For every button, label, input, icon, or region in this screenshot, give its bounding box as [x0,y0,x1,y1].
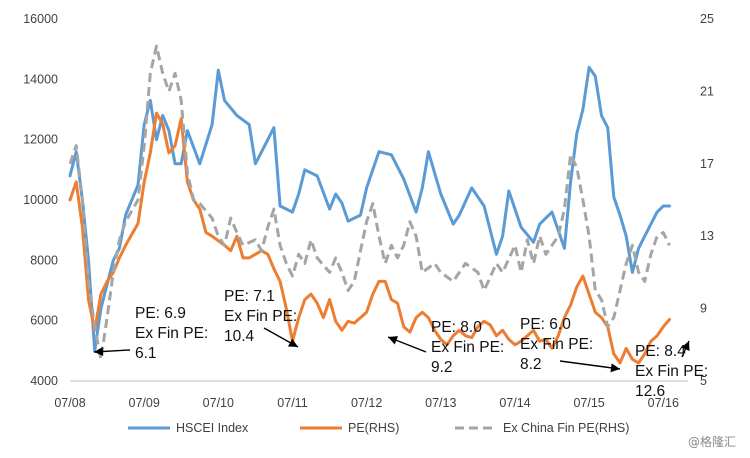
annotation-line: Ex Fin PE: [635,363,708,380]
legend-label: PE(RHS) [348,421,399,435]
annotation-1: PE: 6.9 Ex Fin PE: 6.1 [135,305,208,362]
legend: HSCEI Index PE(RHS) Ex China Fin PE(RHS) [128,421,629,435]
y-left-tick-label: 4000 [30,374,58,388]
x-tick-label: 07/12 [351,396,382,410]
annotation-arrow [559,360,621,373]
y-left-tick-label: 16000 [23,12,58,26]
x-tick-label: 07/08 [54,396,85,410]
annotation-3: PE: 8.0 Ex Fin PE: 9.2 [431,319,504,376]
x-tick-label: 07/15 [573,396,604,410]
x-tick-label: 07/16 [648,396,679,410]
y-left-tick-label: 6000 [30,314,58,328]
legend-item: HSCEI Index [128,421,249,435]
y-right-tick-label: 17 [700,157,714,171]
annotation-line: 12.6 [635,383,665,400]
annotation-arrows [93,327,690,373]
annotation-line: Ex Fin PE: [224,308,297,325]
series-pe-line [68,111,671,365]
annotations: PE: 6.9 Ex Fin PE: 6.1 PE: 7.1 Ex Fin PE: 10.… [135,288,708,400]
legend-label: Ex China Fin PE(RHS) [503,421,629,435]
annotation-line: PE: 7.1 [224,288,275,305]
annotation-arrow [387,336,427,353]
y-left-tick-label: 12000 [23,133,58,147]
legend-label: HSCEI Index [176,421,249,435]
x-tick-label: 07/14 [499,396,530,410]
annotation-line: PE: 6.0 [520,316,571,333]
annotation-line: 9.2 [431,359,453,376]
annotation-arrow [93,347,131,356]
series-lines [68,44,671,365]
x-tick-label: 07/13 [425,396,456,410]
y-left-tick-label: 14000 [23,72,58,86]
legend-item: Ex China Fin PE(RHS) [455,421,629,435]
annotation-line: 8.2 [520,356,542,373]
y-right-tick-label: 25 [700,12,714,26]
x-tick-label: 07/11 [277,396,307,410]
annotation-line: PE: 8.4 [635,343,686,360]
watermark: @格隆汇 [688,434,736,449]
annotation-line: Ex Fin PE: [135,325,208,342]
annotation-arrow [681,340,690,358]
annotation-line: 6.1 [135,345,157,362]
annotation-line: Ex Fin PE: [431,339,504,356]
annotation-line: 10.4 [224,328,255,345]
y-right-tick-label: 9 [700,302,707,316]
annotation-line: PE: 8.0 [431,319,482,336]
legend-item: PE(RHS) [300,421,399,435]
x-tick-label: 07/10 [203,396,234,410]
annotation-5: PE: 8.4 Ex Fin PE: 12.6 [635,343,708,400]
annotation-arrow [263,327,299,348]
y-left-tick-label: 10000 [23,193,58,207]
annotation-line: PE: 6.9 [135,305,186,322]
series-hscei-line [68,65,671,353]
annotation-2: PE: 7.1 Ex Fin PE: 10.4 [224,288,297,345]
y-right-tick-label: 5 [700,374,707,388]
tick-labels: 4000 6000 8000 10000 12000 14000 16000 5 9 13 17 21… [23,12,714,410]
annotation-4: PE: 6.0 Ex Fin PE: 8.2 [520,316,593,373]
y-right-tick-label: 13 [700,229,714,243]
annotation-line: Ex Fin PE: [520,336,593,353]
y-right-tick-label: 21 [700,84,714,98]
series-exfin-pe-line [68,44,671,361]
y-left-tick-label: 8000 [30,253,58,267]
x-tick-label: 07/09 [129,396,160,410]
